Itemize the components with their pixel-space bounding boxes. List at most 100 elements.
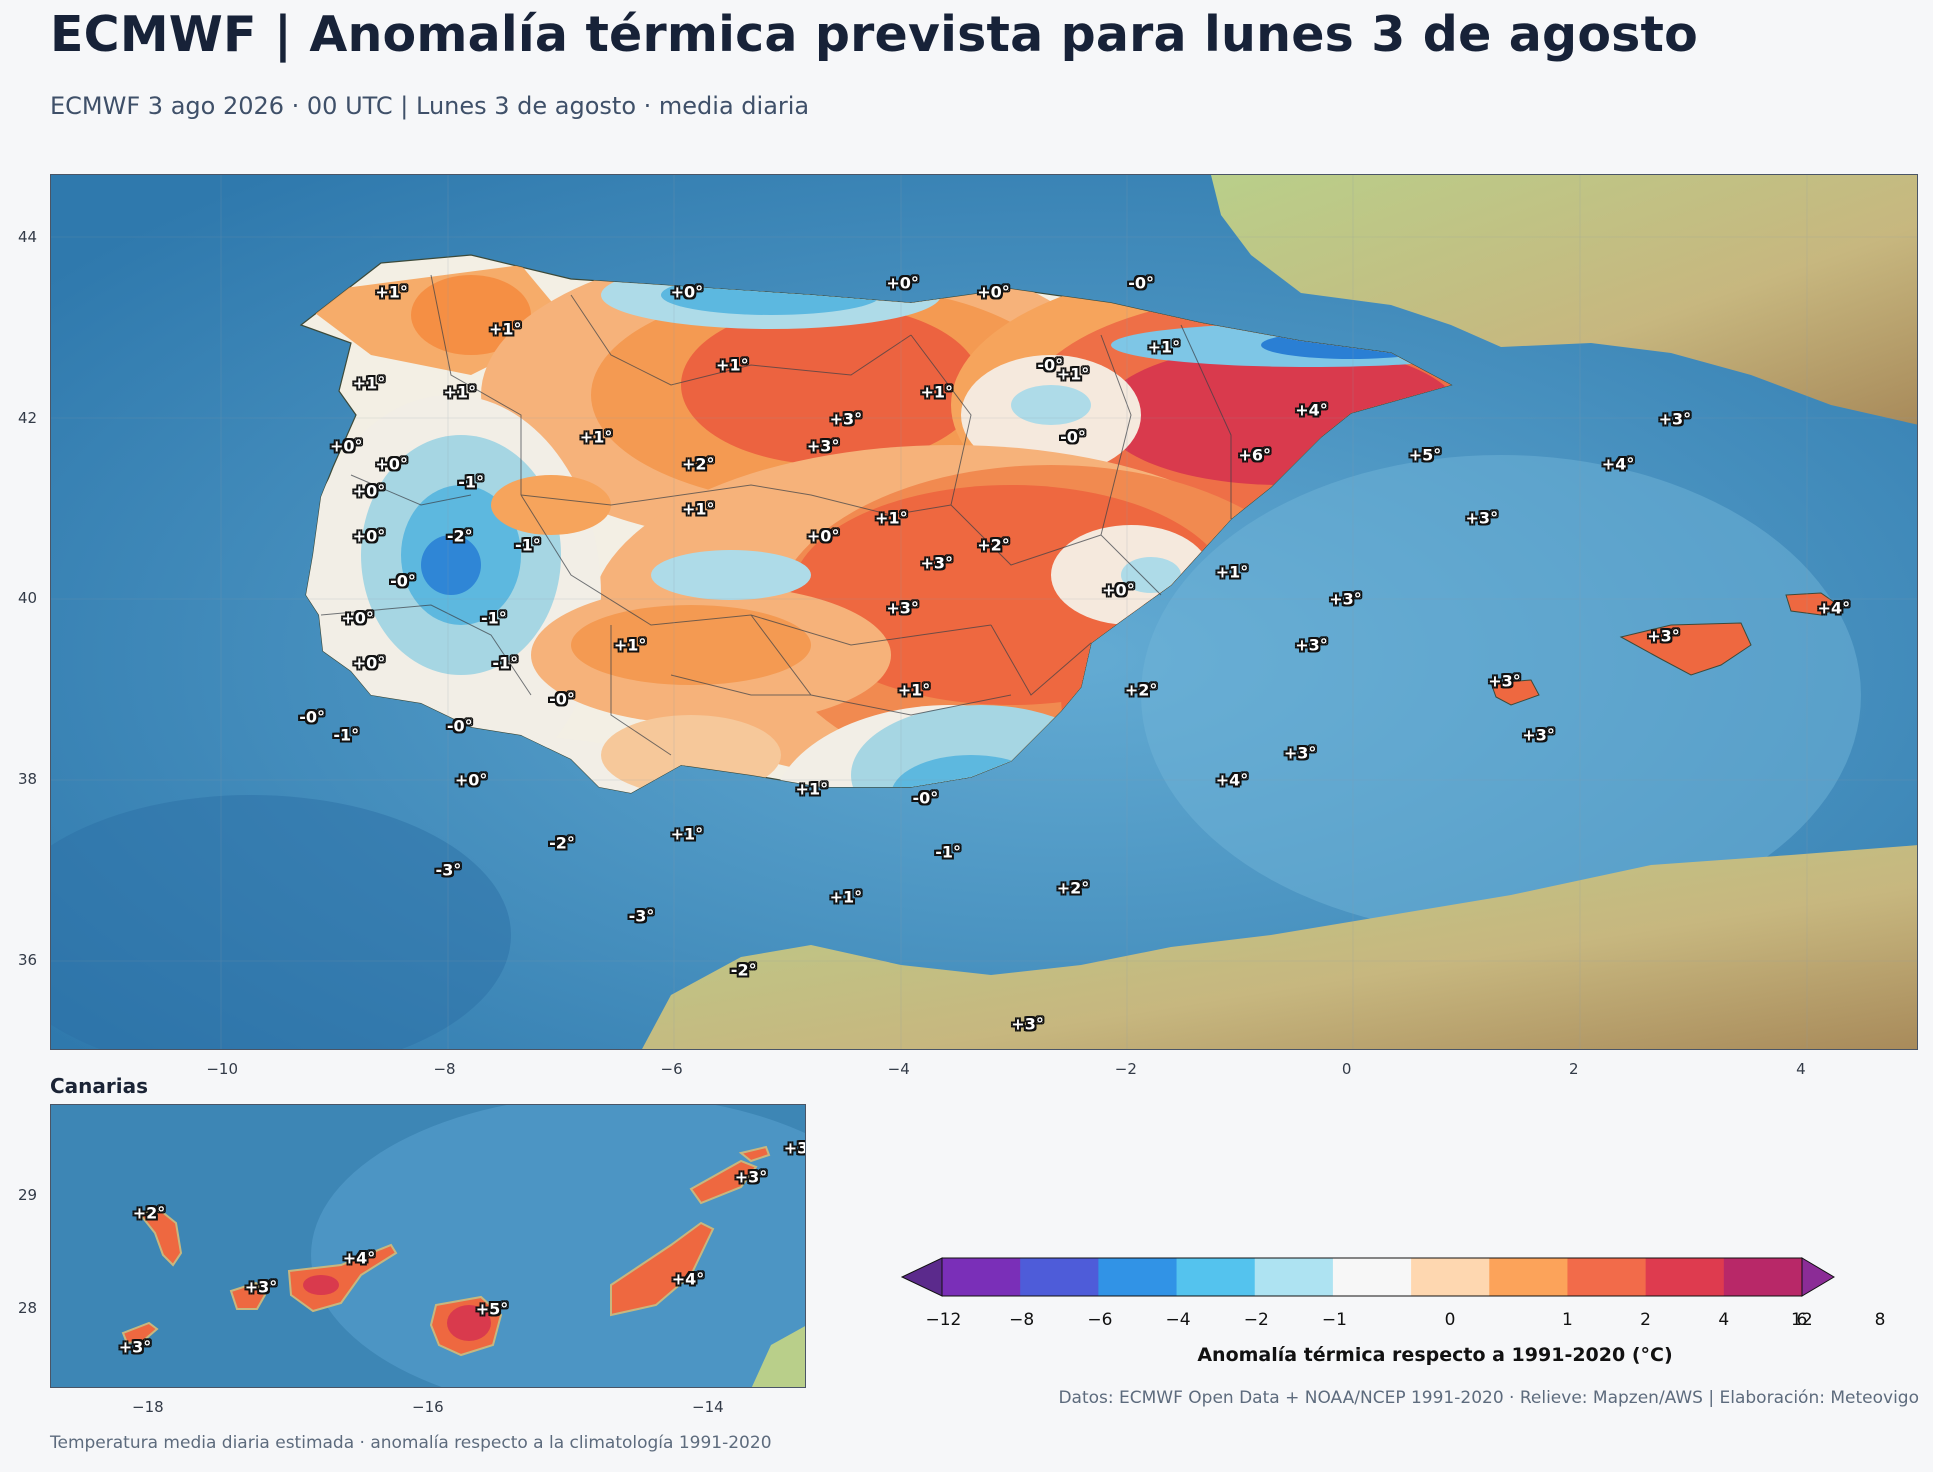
inset-x-tick-label: −18 — [132, 1398, 164, 1416]
anomaly-label: +4° — [1295, 400, 1328, 420]
anomaly-label: +3° — [1522, 725, 1555, 745]
anomaly-label: +0° — [352, 653, 386, 673]
anomaly-label: +0° — [341, 608, 374, 627]
colorbar-segment — [1723, 1258, 1803, 1296]
anomaly-label: -2° — [446, 526, 473, 546]
mallorca-island — [1619, 622, 1752, 676]
anomaly-label: +0° — [329, 436, 363, 456]
anomaly-label: -2° — [730, 960, 757, 980]
inset-anomaly-label: +4° — [342, 1248, 376, 1268]
anomaly-label: +1° — [1215, 562, 1249, 582]
anomaly-label: +3° — [920, 553, 954, 573]
y-tick-label: 38 — [18, 770, 38, 789]
page-title: ECMWF | Anomalía térmica prevista para l… — [50, 6, 1699, 63]
anomaly-label: +0° — [806, 526, 840, 546]
anomaly-label: +1° — [795, 779, 829, 799]
colorbar-segment — [1020, 1258, 1099, 1296]
anomaly-label: +5° — [1408, 445, 1442, 465]
page-subtitle: ECMWF 3 ago 2026 · 00 UTC | Lunes 3 de a… — [50, 92, 810, 120]
anomaly-label: +4° — [1817, 598, 1851, 618]
anomaly-label: +1° — [1147, 337, 1181, 357]
anomaly-label: +1° — [352, 373, 386, 393]
anomaly-label: +3° — [806, 436, 840, 456]
colorbar-tick-label: −6 — [1087, 1310, 1113, 1330]
canarias-inset-map[interactable]: +2° +3° +4° +5° +4° +3° +3° +3° — [50, 1104, 806, 1388]
x-tick-label: −8 — [433, 1060, 456, 1078]
inset-x-tick-label: −16 — [412, 1398, 444, 1416]
anomaly-label: +1° — [488, 319, 522, 339]
anomaly-label: +2° — [977, 535, 1010, 555]
tenerife-peak — [303, 1275, 339, 1295]
anomaly-label: -0° — [1128, 273, 1155, 293]
anomaly-label: +4° — [1215, 770, 1249, 790]
anomaly-label: -0° — [1060, 427, 1086, 447]
anomaly-label: +1° — [829, 887, 863, 907]
x-tick-label: 2 — [1569, 1060, 1579, 1078]
colorbar-segment — [1254, 1258, 1334, 1296]
anomaly-label: +0° — [670, 282, 704, 302]
anomaly-label: +0° — [375, 454, 408, 474]
colorbar-tick-label: 0 — [1444, 1310, 1456, 1330]
colorbar-segment — [1567, 1258, 1647, 1296]
anomaly-label: -0° — [912, 788, 939, 808]
anomaly-label: +0° — [977, 282, 1010, 302]
colorbar-segment — [1489, 1258, 1568, 1296]
footer-note: Temperatura media diaria estimada · anom… — [50, 1433, 772, 1453]
anomaly-label: +3° — [1658, 409, 1692, 429]
colorbar-segment — [1176, 1258, 1256, 1296]
anomaly-label: +3° — [1295, 635, 1328, 655]
x-tick-label: −2 — [1114, 1060, 1137, 1078]
inset-anomaly-label: +4° — [671, 1269, 705, 1289]
anomaly-label: -0° — [1037, 355, 1064, 375]
anomaly-label: -0° — [299, 707, 326, 727]
main-map[interactable]: +1° +1° +1° +1° +0° +0° +0° -0° +1° -0° +1° +1° +1° +… — [50, 174, 1918, 1050]
anomaly-label: +1° — [920, 382, 954, 402]
colorbar-tick-label: −4 — [1165, 1310, 1191, 1330]
africa-coast — [751, 1326, 805, 1387]
anomaly-label: +1° — [443, 382, 477, 402]
anomaly-label: +3° — [1465, 508, 1499, 528]
anomaly-label: +1° — [579, 427, 613, 447]
anomaly-label: -0° — [390, 571, 416, 591]
anomaly-label: +0° — [352, 481, 386, 501]
la-gomera-island — [229, 1281, 267, 1310]
anomaly-label: -0° — [446, 716, 473, 736]
inset-anomaly-label: +3° — [244, 1277, 278, 1297]
x-tick-label: −10 — [206, 1060, 238, 1078]
africa-land — [642, 845, 1917, 1049]
graticule — [51, 175, 1917, 1049]
anomaly-label: +1° — [875, 508, 908, 528]
anomaly-label: +1° — [897, 680, 931, 700]
colorbar-extend-high — [1801, 1257, 1835, 1297]
la-palma-island — [137, 1209, 183, 1267]
anomaly-label: -1° — [492, 653, 519, 673]
colorbar-tick-label: −12 — [925, 1310, 962, 1330]
anomaly-label: +1° — [375, 282, 408, 302]
colorbar-tick-label: −8 — [1009, 1310, 1035, 1330]
y-tick-label: 42 — [18, 408, 38, 427]
atlantic-shade — [51, 795, 511, 1049]
anomaly-label: -1° — [333, 725, 360, 745]
data-source: Datos: ECMWF Open Data + NOAA/NCEP 1991-… — [1058, 1388, 1919, 1408]
inset-anomaly-label: +3° — [734, 1167, 768, 1187]
main-map-canvas — [51, 175, 1917, 1049]
inset-x-tick-label: −14 — [692, 1398, 724, 1416]
colorbar — [900, 1257, 1835, 1297]
x-tick-label: −4 — [887, 1060, 910, 1078]
ibiza-island — [1490, 679, 1540, 706]
colorbar-segment — [942, 1258, 1021, 1296]
anomaly-label: -3° — [435, 860, 462, 880]
colorbar-tick-label: 12 — [1791, 1310, 1813, 1330]
anomaly-label: -3° — [628, 906, 655, 926]
anomaly-label: +3° — [1011, 1014, 1044, 1034]
anomaly-label: -0° — [549, 689, 575, 709]
anomaly-label: +2° — [681, 454, 715, 474]
colorbar-segment — [1645, 1258, 1725, 1296]
colorbar-extend-low — [900, 1257, 943, 1297]
anomaly-label: +3° — [1488, 671, 1521, 691]
anomaly-label: +1° — [670, 824, 704, 844]
colorbar-tick-label: −1 — [1321, 1310, 1347, 1330]
anomaly-label: +1° — [1056, 364, 1090, 384]
colorbar-tick-label: −2 — [1243, 1310, 1269, 1330]
anomaly-label: +2° — [1056, 878, 1090, 898]
